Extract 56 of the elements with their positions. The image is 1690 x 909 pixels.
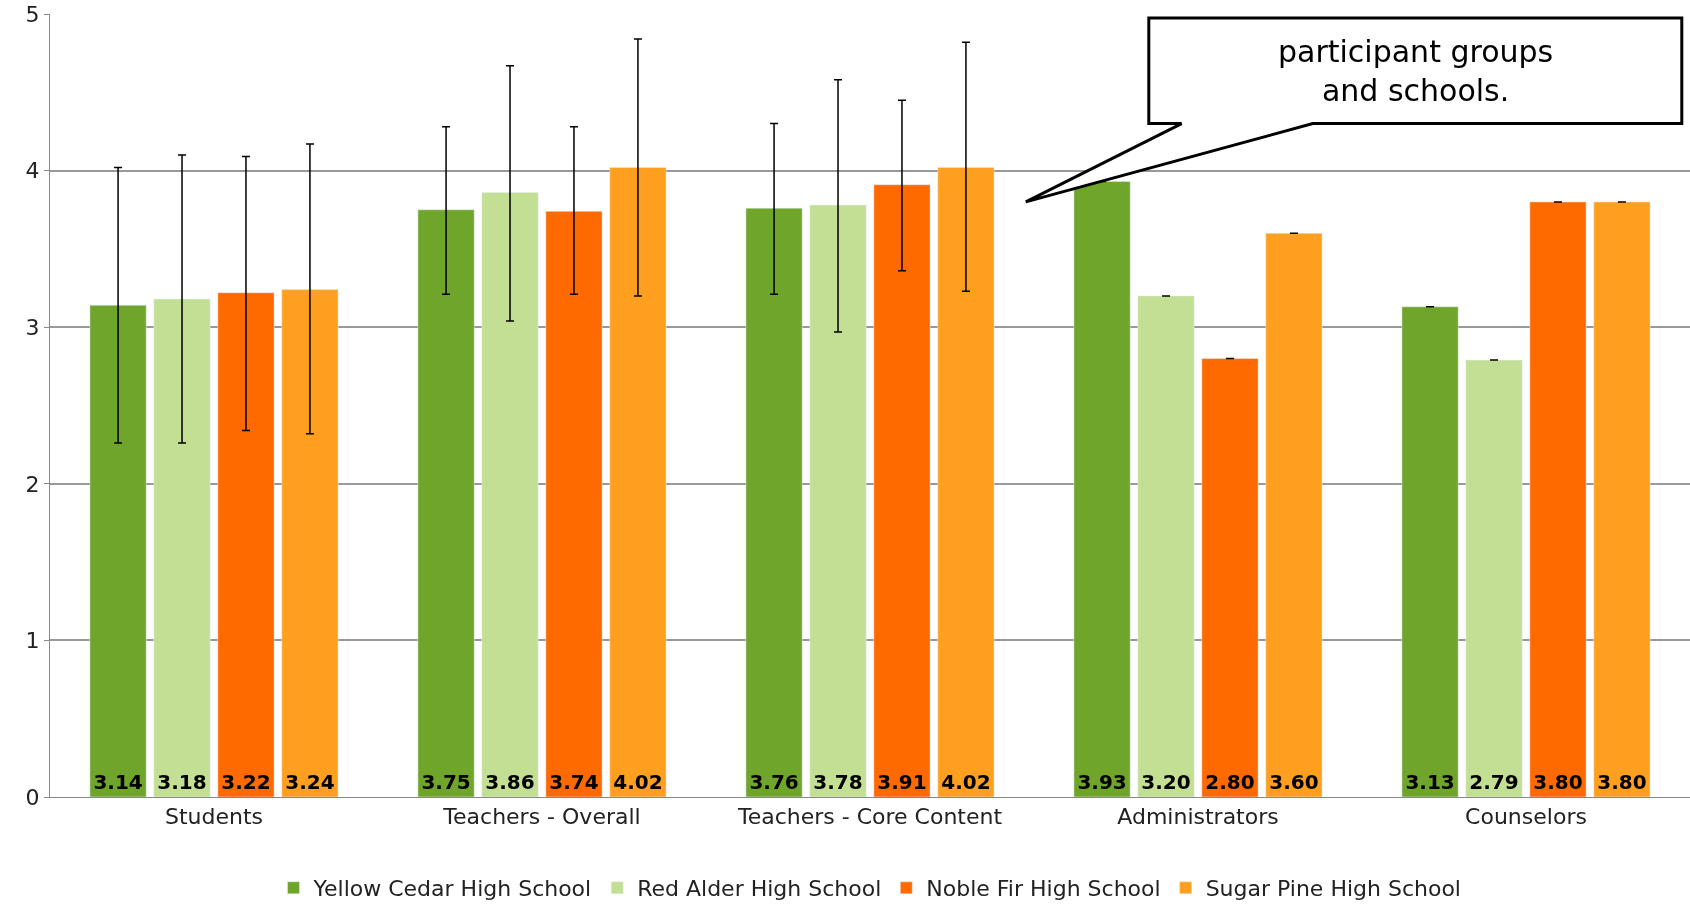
bar (809, 204, 867, 797)
data-label: 2.79 (1469, 770, 1519, 794)
legend-label: Noble Fir High School (926, 876, 1161, 902)
data-label: 3.76 (749, 770, 799, 794)
data-label: 3.18 (157, 770, 207, 794)
data-label: 3.80 (1533, 770, 1583, 794)
bar (481, 192, 539, 797)
y-tick-label: 2 (25, 471, 40, 497)
data-label: 3.13 (1405, 770, 1455, 794)
data-label: 3.74 (549, 770, 599, 794)
y-tick-label: 5 (25, 1, 40, 27)
bar (1201, 358, 1259, 797)
legend-label: Red Alder High School (637, 876, 882, 902)
bar (745, 207, 803, 797)
bar (1137, 295, 1195, 797)
bar (609, 167, 667, 797)
bar (873, 184, 931, 797)
bar (417, 209, 475, 797)
bar (1265, 232, 1323, 797)
data-label: 3.86 (485, 770, 535, 794)
bar (217, 292, 275, 797)
data-label: 3.22 (221, 770, 271, 794)
bar (545, 211, 603, 797)
data-label: 4.02 (941, 770, 991, 794)
data-label: 3.24 (285, 770, 335, 794)
y-tick-label: 4 (25, 158, 40, 184)
data-label: 3.78 (813, 770, 863, 794)
data-label: 3.14 (93, 770, 143, 794)
x-tick-label: Students (164, 804, 264, 830)
bar (1593, 201, 1651, 797)
data-label: 3.91 (877, 770, 927, 794)
bar (153, 298, 211, 797)
x-tick-label: Teachers - Core Content (736, 804, 1003, 830)
data-label: 3.80 (1597, 770, 1647, 794)
data-label: 3.20 (1141, 770, 1191, 794)
data-label: 3.93 (1077, 770, 1127, 794)
bar (89, 305, 147, 797)
x-tick-label: Teachers - Overall (442, 804, 641, 830)
bar (937, 167, 995, 797)
y-tick-label: 1 (25, 628, 40, 654)
bar (1073, 181, 1131, 797)
bar (1401, 306, 1459, 797)
y-tick-label: 3 (25, 314, 40, 340)
data-label: 2.80 (1205, 770, 1255, 794)
x-tick-label: Administrators (1117, 804, 1279, 830)
bar (1465, 359, 1523, 797)
data-label: 4.02 (613, 770, 663, 794)
bar (1529, 201, 1587, 797)
bar (281, 289, 339, 797)
x-tick-label: Counselors (1465, 804, 1587, 830)
annotation: participant groups and schools. (1278, 34, 1554, 108)
data-label: 3.75 (421, 770, 471, 794)
y-tick-label: 0 (25, 784, 40, 810)
legend-label: Yellow Cedar High School (312, 876, 592, 902)
data-label: 3.60 (1269, 770, 1319, 794)
legend-label: Sugar Pine High School (1205, 876, 1461, 902)
